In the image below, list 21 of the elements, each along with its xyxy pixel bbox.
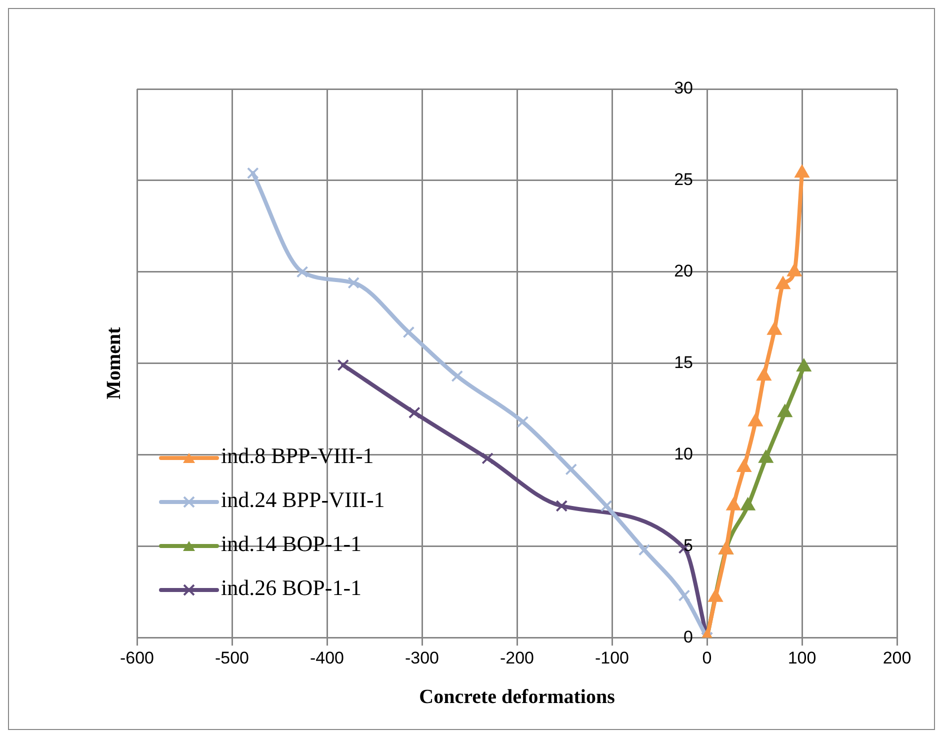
y-tick-label: 30 — [674, 78, 693, 98]
y-tick-label: 25 — [674, 170, 693, 190]
y-axis-title: Moment — [103, 326, 126, 400]
y-tick-label: 20 — [674, 262, 693, 281]
x-tick-label: 100 — [788, 648, 816, 668]
legend-label: ind.8 BPP-VIII-1 — [221, 443, 374, 468]
x-tick-label: -500 — [214, 648, 250, 668]
legend-label: ind.24 BPP-VIII-1 — [221, 487, 385, 512]
x-tick-label: -400 — [310, 648, 344, 668]
x-tick-label: -600 — [120, 648, 154, 668]
y-tick-label: 0 — [684, 627, 693, 646]
x-tick-label: 0 — [702, 648, 712, 668]
x-tick-label: -200 — [500, 648, 534, 668]
x-tick-label: -300 — [404, 648, 440, 668]
y-tick-label: 10 — [674, 444, 693, 464]
x-tick-label: 200 — [882, 648, 912, 668]
x-tick-label: -100 — [594, 648, 630, 668]
x-axis-title: Concrete deformations — [419, 686, 616, 708]
legend-label: ind.14 BOP-1-1 — [221, 531, 362, 556]
y-tick-label: 15 — [674, 352, 693, 372]
legend-label: ind.26 BOP-1-1 — [221, 575, 362, 600]
